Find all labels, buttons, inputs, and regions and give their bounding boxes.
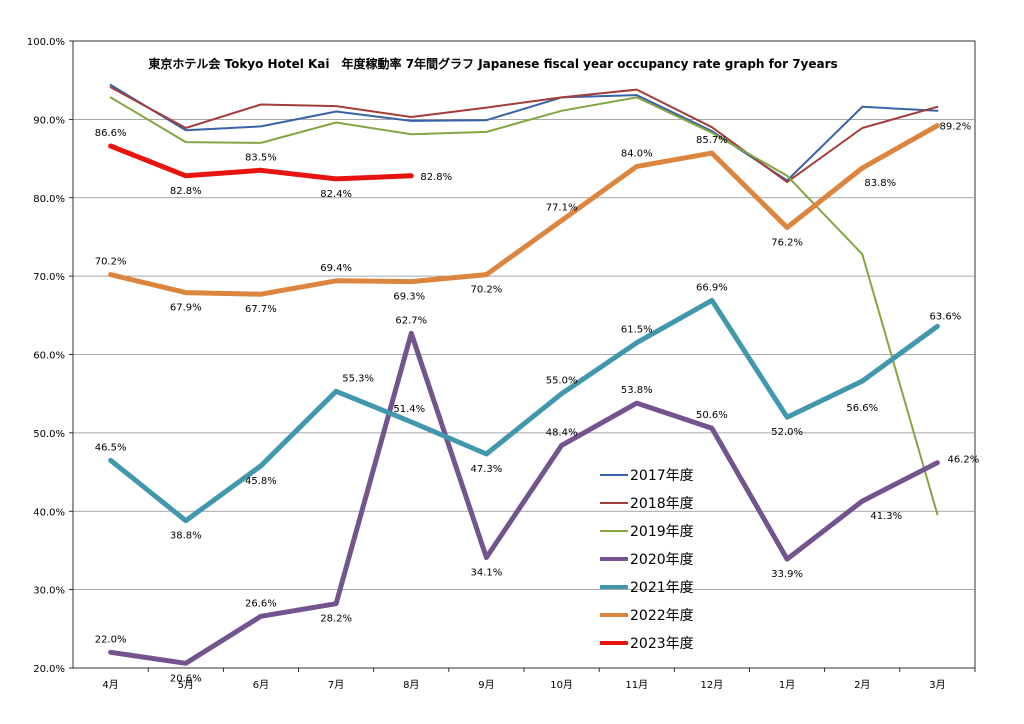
data-label: 76.2%	[771, 238, 803, 249]
series-line-3	[108, 330, 940, 666]
x-tick-label: 11月	[625, 679, 648, 691]
data-label: 70.2%	[95, 257, 127, 268]
legend-label: 2017年度	[630, 468, 694, 484]
y-tick-label: 20.0%	[33, 664, 65, 675]
data-label: 62.7%	[395, 315, 427, 326]
data-label: 46.2%	[948, 455, 980, 466]
data-label: 28.2%	[320, 614, 352, 625]
data-label: 69.3%	[393, 292, 425, 303]
x-tick-label: 3月	[929, 679, 945, 691]
data-label: 77.1%	[546, 203, 578, 214]
data-label: 20.6%	[170, 673, 202, 684]
y-tick-label: 60.0%	[33, 351, 65, 362]
x-tick-label: 1月	[779, 679, 795, 691]
data-label: 51.4%	[393, 404, 425, 415]
x-tick-label: 4月	[102, 679, 118, 691]
data-label: 46.5%	[95, 442, 127, 453]
x-tick-label: 7月	[328, 679, 344, 691]
y-tick-label: 50.0%	[33, 429, 65, 440]
series-line-6	[108, 143, 414, 182]
x-tick-label: 6月	[253, 679, 269, 691]
data-label: 63.6%	[930, 311, 962, 322]
y-tick-label: 80.0%	[33, 194, 65, 205]
data-label: 22.0%	[95, 634, 127, 645]
data-label: 34.1%	[471, 568, 503, 579]
data-label: 85.7%	[696, 135, 728, 146]
data-label: 47.3%	[471, 464, 503, 475]
data-label: 45.8%	[245, 476, 277, 487]
data-label: 33.9%	[771, 569, 803, 580]
data-label: 26.6%	[245, 598, 277, 609]
series-lines	[108, 83, 940, 666]
x-tick-label: 2月	[854, 679, 870, 691]
data-label: 52.0%	[771, 427, 803, 438]
data-label: 53.8%	[621, 385, 653, 396]
series-line-1	[109, 86, 939, 184]
data-labels: 22.0% 20.6% 26.6% 28.2% 62.7% 34.1% 48.4% 53.8%…	[95, 122, 980, 685]
chart-title: 東京ホテル会 Tokyo Hotel Kai 年度稼動率 7年間グラフ Japa…	[148, 56, 837, 71]
x-tick-label: 10月	[550, 679, 573, 691]
data-label: 70.2%	[471, 285, 503, 296]
data-label: 41.3%	[870, 511, 902, 522]
legend-label: 2020年度	[630, 552, 694, 568]
data-label: 83.5%	[245, 152, 277, 163]
data-label: 55.0%	[546, 376, 578, 387]
series-line-4	[108, 297, 940, 524]
y-axis-ticks: 20.0% 30.0% 40.0% 50.0% 60.0% 70.0% 80.0% 90.0%…	[27, 37, 73, 675]
x-tick-label: 12月	[701, 679, 724, 691]
data-label: 55.3%	[342, 373, 374, 384]
data-label: 89.2%	[940, 122, 972, 133]
legend-label: 2021年度	[630, 580, 694, 596]
data-label: 61.5%	[621, 325, 653, 336]
data-label: 82.4%	[320, 189, 352, 200]
data-label: 84.0%	[621, 148, 653, 159]
data-label: 50.6%	[696, 410, 728, 421]
x-axis-ticks: 4月 5月 6月 7月 8月 9月 10月 11月 12月 1月 2月 3月	[102, 668, 976, 691]
series-line-5	[108, 123, 940, 297]
y-tick-label: 100.0%	[27, 37, 65, 48]
data-label: 69.4%	[320, 263, 352, 274]
series-line-0	[109, 83, 939, 182]
x-tick-label: 8月	[403, 679, 419, 691]
legend-label: 2019年度	[630, 524, 694, 540]
x-tick-label: 5月	[178, 679, 194, 691]
legend-label: 2023年度	[630, 636, 694, 652]
data-label: 67.7%	[245, 304, 277, 315]
data-label: 66.9%	[696, 282, 728, 293]
data-label: 86.6%	[95, 128, 127, 139]
legend-label: 2018年度	[630, 496, 694, 512]
data-label: 38.8%	[170, 531, 202, 542]
y-tick-label: 40.0%	[33, 507, 65, 518]
y-tick-label: 30.0%	[33, 586, 65, 597]
series-line-2	[109, 96, 939, 516]
data-label: 82.8%	[170, 186, 202, 197]
x-tick-label: 9月	[478, 679, 494, 691]
data-label: 48.4%	[546, 427, 578, 438]
legend-label: 2022年度	[630, 608, 694, 624]
y-tick-label: 70.0%	[33, 272, 65, 283]
data-label: 82.8%	[420, 172, 452, 183]
data-label: 83.8%	[864, 178, 896, 189]
legend: 2017年度 2018年度 2019年度 2020年度 2021年度 2022年度 2023…	[600, 468, 694, 652]
data-label: 67.9%	[170, 303, 202, 314]
y-tick-label: 90.0%	[33, 115, 65, 126]
data-label: 56.6%	[846, 403, 878, 414]
